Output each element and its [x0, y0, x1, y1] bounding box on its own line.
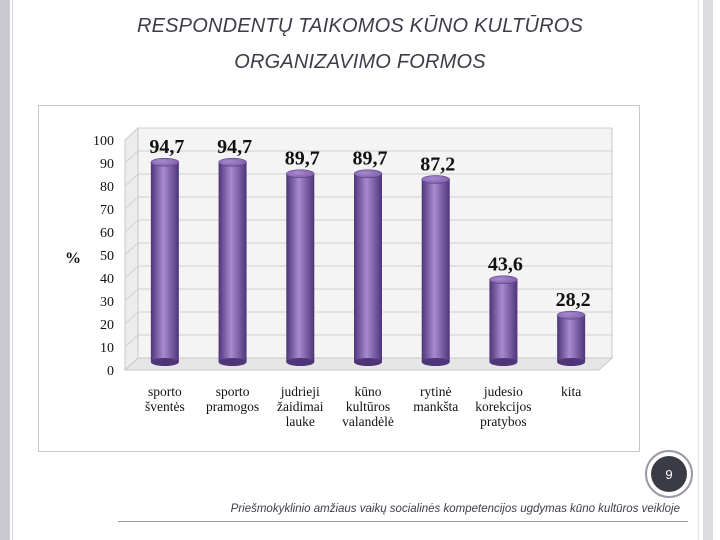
x-tick-label-line: mankšta — [413, 399, 458, 414]
bar-base — [286, 358, 315, 366]
y-axis-ticks: 0 10 20 30 40 50 60 70 80 90 100 — [93, 134, 114, 379]
x-tick-label-line: sporto — [148, 384, 182, 399]
gridline-side — [124, 173, 139, 187]
bar — [489, 275, 518, 366]
bar-base — [354, 358, 382, 366]
bar-top — [286, 169, 315, 178]
x-tick-label: judrieji žaidimai lauke — [277, 384, 324, 429]
page-number-badge: 9 — [645, 450, 693, 498]
slide-title-line-1: RESPONDENTŲ TAIKOMOS KŪNO KULTŪROS — [136, 15, 584, 37]
data-label: 89,7 — [285, 148, 320, 170]
gridline-side — [124, 196, 139, 210]
x-tick-label-line: rytinė — [420, 384, 452, 399]
x-tick-label: sporto šventės — [145, 384, 185, 414]
x-tick-label-line: valandėlė — [342, 414, 394, 429]
data-label: 87,2 — [420, 153, 455, 175]
bar-body — [354, 173, 382, 362]
gridline-side — [124, 288, 139, 302]
data-label: 94,7 — [217, 136, 252, 158]
x-tick-label: kūno kultūros valandėlė — [342, 384, 394, 429]
slide-left-border-line — [12, 0, 13, 540]
page-number: 9 — [651, 456, 687, 492]
x-tick-label-line: kultūros — [346, 399, 390, 414]
y-tick-label: 80 — [100, 180, 114, 195]
slide-title: RESPONDENTŲ TAIKOMOS KŪNO KULTŪROS ORGAN… — [50, 8, 670, 80]
x-tick-label-line: lauke — [286, 414, 315, 429]
bar-base — [421, 358, 450, 366]
gridline-side — [124, 311, 139, 325]
data-labels: 94,7 94,7 89,7 89,7 87,2 43,6 28,2 — [149, 136, 590, 311]
gridline-side — [124, 334, 139, 348]
y-tick-label: 100 — [93, 134, 114, 149]
y-tick-label: 30 — [100, 295, 114, 310]
y-tick-label: 40 — [100, 272, 114, 287]
x-tick-label-line: šventės — [145, 399, 185, 414]
x-tick-label: sporto pramogos — [206, 384, 259, 414]
x-tick-label: rytinė mankšta — [413, 384, 458, 414]
gridline-side — [124, 242, 139, 256]
bar-body — [218, 162, 247, 362]
slide-title-line-2: ORGANIZAVIMO FORMOS — [234, 51, 486, 73]
gridline-side — [124, 150, 139, 164]
bar-top — [150, 157, 180, 167]
data-label: 43,6 — [488, 254, 523, 276]
y-tick-label: 20 — [100, 318, 114, 333]
y-tick-label: 60 — [100, 226, 114, 241]
x-tick-label-line: žaidimai — [277, 399, 324, 414]
slide-footer: Priešmokyklinio amžiaus vaikų socialinės… — [230, 503, 680, 515]
x-tick-label-line: korekcijos — [475, 399, 531, 414]
bar — [218, 157, 247, 366]
y-axis-label: % — [65, 250, 81, 267]
y-tick-label: 0 — [107, 364, 114, 379]
y-tick-label: 50 — [100, 249, 114, 264]
bar-body — [286, 173, 315, 362]
y-tick-label: 90 — [100, 157, 114, 172]
bar — [556, 310, 586, 366]
y-tick-label: 70 — [100, 203, 114, 218]
bar-body — [557, 315, 586, 362]
bar — [421, 175, 450, 366]
bar-series — [150, 157, 586, 366]
x-tick-label: judesio korekcijos pratybos — [475, 384, 531, 429]
data-label: 89,7 — [353, 148, 388, 170]
data-label: 94,7 — [149, 136, 184, 158]
data-label: 28,2 — [556, 289, 591, 311]
gridline-side — [124, 127, 139, 141]
x-tick-label-line: pratybos — [480, 414, 527, 429]
bar-body — [150, 162, 179, 362]
bar-body — [421, 179, 450, 362]
x-tick-label: kita — [561, 384, 581, 399]
bar-top — [353, 169, 383, 178]
x-tick-label-line: sporto — [216, 384, 250, 399]
x-tick-label-line: pramogos — [206, 399, 259, 414]
bar-base — [489, 358, 518, 366]
bar — [150, 157, 180, 366]
bar — [286, 169, 315, 366]
bar-top — [218, 157, 247, 167]
bar-base — [150, 358, 179, 366]
x-tick-label-line: kūno — [355, 384, 382, 399]
bar-top — [421, 175, 450, 184]
slide-right-border-line — [698, 0, 699, 540]
bar-body — [489, 279, 518, 362]
bar-top — [489, 275, 518, 284]
bar-top — [556, 310, 586, 320]
footer-divider — [118, 521, 688, 522]
bar-base — [218, 358, 247, 366]
slide-right-border — [703, 0, 713, 540]
x-tick-label-line: judesio — [483, 384, 523, 399]
bar — [353, 169, 383, 366]
gridline-side — [124, 265, 139, 279]
slide-left-border — [0, 0, 10, 540]
bar-base — [557, 358, 586, 366]
gridline-side — [124, 219, 139, 233]
y-tick-label: 10 — [100, 341, 114, 356]
x-tick-label-line: judrieji — [280, 384, 320, 399]
x-tick-label-line: kita — [561, 384, 581, 399]
